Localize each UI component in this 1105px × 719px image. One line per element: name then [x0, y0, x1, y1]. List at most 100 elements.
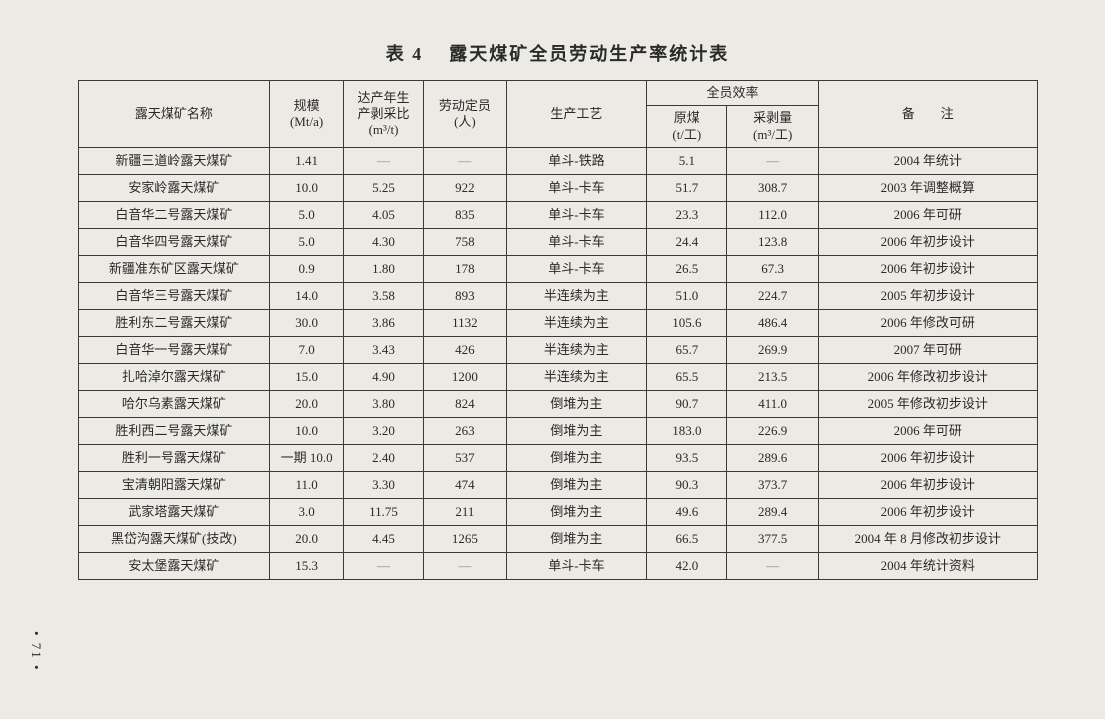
cell-eff-coal: 26.5: [647, 255, 727, 282]
cell-eff-coal: 65.5: [647, 363, 727, 390]
col-header-process: 生产工艺: [506, 81, 647, 148]
cell-labor: —: [424, 552, 507, 579]
cell-labor: 922: [424, 174, 507, 201]
title-text: 露天煤矿全员劳动生产率统计表: [449, 44, 729, 64]
cell-scale: 20.0: [270, 390, 344, 417]
cell-labor: 835: [424, 201, 507, 228]
cell-ratio: 4.05: [343, 201, 423, 228]
cell-labor: 474: [424, 471, 507, 498]
cell-name: 安太堡露天煤矿: [78, 552, 270, 579]
cell-name: 宝清朝阳露天煤矿: [78, 471, 270, 498]
cell-eff-coal: 42.0: [647, 552, 727, 579]
cell-scale: 10.0: [270, 417, 344, 444]
cell-remark: 2006 年初步设计: [818, 498, 1037, 525]
cell-eff-coal: 90.3: [647, 471, 727, 498]
header-text: (m³/工): [729, 127, 815, 143]
cell-labor: 893: [424, 282, 507, 309]
table-row: 黑岱沟露天煤矿(技改)20.04.451265倒堆为主66.5377.52004…: [78, 525, 1037, 552]
cell-labor: —: [424, 147, 507, 174]
cell-ratio: 1.80: [343, 255, 423, 282]
cell-labor: 426: [424, 336, 507, 363]
cell-process: 单斗-卡车: [506, 201, 647, 228]
cell-remark: 2004 年 8 月修改初步设计: [818, 525, 1037, 552]
cell-eff-strip: 112.0: [727, 201, 818, 228]
cell-labor: 537: [424, 444, 507, 471]
cell-remark: 2006 年初步设计: [818, 471, 1037, 498]
cell-name: 白音华四号露天煤矿: [78, 228, 270, 255]
cell-process: 单斗-卡车: [506, 228, 647, 255]
cell-eff-coal: 24.4: [647, 228, 727, 255]
title-prefix: 表 4: [386, 44, 424, 64]
page-number: • 71 •: [28, 631, 44, 672]
cell-labor: 1200: [424, 363, 507, 390]
cell-remark: 2005 年修改初步设计: [818, 390, 1037, 417]
table-row: 宝清朝阳露天煤矿11.03.30474倒堆为主90.3373.72006 年初步…: [78, 471, 1037, 498]
col-header-labor: 劳动定员 (人): [424, 81, 507, 148]
cell-eff-strip: 67.3: [727, 255, 818, 282]
col-header-remark: 备 注: [818, 81, 1037, 148]
cell-process: 倒堆为主: [506, 471, 647, 498]
col-header-scale: 规模 (Mt/a): [270, 81, 344, 148]
cell-remark: 2006 年初步设计: [818, 444, 1037, 471]
cell-eff-coal: 183.0: [647, 417, 727, 444]
cell-eff-coal: 23.3: [647, 201, 727, 228]
cell-scale: 11.0: [270, 471, 344, 498]
cell-eff-strip: —: [727, 147, 818, 174]
cell-process: 倒堆为主: [506, 498, 647, 525]
cell-remark: 2003 年调整概算: [818, 174, 1037, 201]
cell-process: 单斗-卡车: [506, 255, 647, 282]
cell-remark: 2006 年修改初步设计: [818, 363, 1037, 390]
cell-scale: 14.0: [270, 282, 344, 309]
table-row: 胜利东二号露天煤矿30.03.861132半连续为主105.6486.42006…: [78, 309, 1037, 336]
col-header-eff-coal: 原煤 (t/工): [647, 106, 727, 148]
cell-eff-strip: 123.8: [727, 228, 818, 255]
cell-ratio: 4.45: [343, 525, 423, 552]
cell-process: 半连续为主: [506, 363, 647, 390]
cell-remark: 2005 年初步设计: [818, 282, 1037, 309]
table-row: 白音华二号露天煤矿5.04.05835单斗-卡车23.3112.02006 年可…: [78, 201, 1037, 228]
cell-remark: 2006 年可研: [818, 201, 1037, 228]
table-title: 表 4 露天煤矿全员劳动生产率统计表: [70, 40, 1045, 66]
header-text: (t/工): [649, 127, 724, 143]
cell-remark: 2006 年初步设计: [818, 228, 1037, 255]
cell-eff-strip: 213.5: [727, 363, 818, 390]
cell-eff-strip: 373.7: [727, 471, 818, 498]
header-text: 采剥量: [729, 110, 815, 126]
cell-scale: 20.0: [270, 525, 344, 552]
cell-scale: 30.0: [270, 309, 344, 336]
header-text: 劳动定员: [426, 98, 504, 114]
cell-eff-strip: 269.9: [727, 336, 818, 363]
cell-ratio: 4.30: [343, 228, 423, 255]
cell-process: 半连续为主: [506, 336, 647, 363]
cell-labor: 758: [424, 228, 507, 255]
table-head: 露天煤矿名称 规模 (Mt/a) 达产年生 产剥采比 (m³/t) 劳动定员 (…: [78, 81, 1037, 148]
cell-process: 倒堆为主: [506, 444, 647, 471]
table-row: 新疆三道岭露天煤矿1.41——单斗-铁路5.1—2004 年统计: [78, 147, 1037, 174]
table-row: 安家岭露天煤矿10.05.25922单斗-卡车51.7308.72003 年调整…: [78, 174, 1037, 201]
col-header-eff-strip: 采剥量 (m³/工): [727, 106, 818, 148]
cell-labor: 263: [424, 417, 507, 444]
cell-ratio: 5.25: [343, 174, 423, 201]
cell-eff-strip: 377.5: [727, 525, 818, 552]
table-row: 胜利一号露天煤矿一期 10.02.40537倒堆为主93.5289.62006 …: [78, 444, 1037, 471]
cell-name: 新疆三道岭露天煤矿: [78, 147, 270, 174]
cell-ratio: 4.90: [343, 363, 423, 390]
cell-name: 新疆准东矿区露天煤矿: [78, 255, 270, 282]
table-row: 胜利西二号露天煤矿10.03.20263倒堆为主183.0226.92006 年…: [78, 417, 1037, 444]
header-text: 规模: [272, 98, 341, 114]
cell-name: 安家岭露天煤矿: [78, 174, 270, 201]
cell-remark: 2006 年可研: [818, 417, 1037, 444]
cell-name: 胜利西二号露天煤矿: [78, 417, 270, 444]
cell-eff-strip: 411.0: [727, 390, 818, 417]
cell-eff-strip: 224.7: [727, 282, 818, 309]
cell-ratio: —: [343, 147, 423, 174]
header-text: (人): [426, 114, 504, 130]
cell-labor: 824: [424, 390, 507, 417]
cell-scale: 15.0: [270, 363, 344, 390]
cell-labor: 1132: [424, 309, 507, 336]
cell-name: 胜利一号露天煤矿: [78, 444, 270, 471]
table-row: 哈尔乌素露天煤矿20.03.80824倒堆为主90.7411.02005 年修改…: [78, 390, 1037, 417]
cell-remark: 2006 年初步设计: [818, 255, 1037, 282]
cell-name: 扎哈淖尔露天煤矿: [78, 363, 270, 390]
cell-scale: 5.0: [270, 228, 344, 255]
